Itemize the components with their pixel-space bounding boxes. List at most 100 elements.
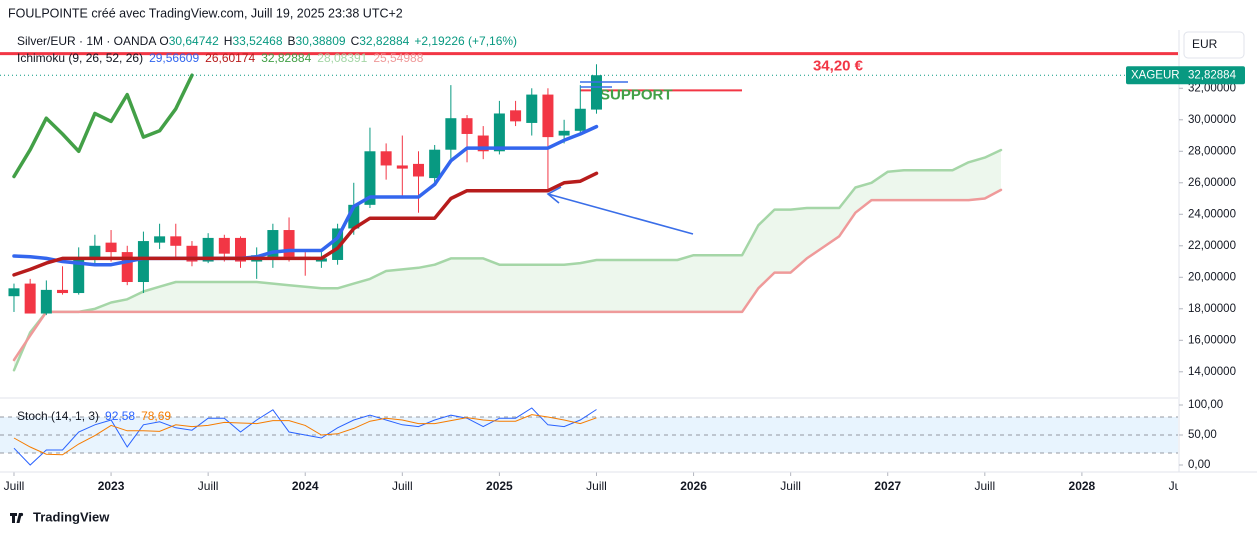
stoch-pane: [0, 407, 1178, 466]
legend-value: 32,82884: [359, 34, 409, 48]
stoch-band: [0, 417, 1178, 453]
candle-body: [364, 151, 376, 205]
candle-body: [202, 237, 214, 262]
x-tick-label: Juill: [4, 479, 25, 493]
candle-body: [283, 230, 295, 257]
candle-body: [121, 252, 133, 283]
candle-body: [137, 241, 149, 283]
candle-body: [412, 163, 424, 177]
legend-key: B: [288, 34, 296, 48]
x-tick-label: 2024: [292, 479, 319, 493]
candle-body: [429, 149, 441, 179]
overlay: TradingView 14,00000 16,00000 18,00000 20,0…: [0, 30, 1257, 524]
stoch-line: [13, 407, 597, 466]
y-tick-label: 30,00000: [1188, 114, 1236, 126]
stoch-name: Stoch (14, 1, 3): [17, 409, 99, 423]
ichimoku-line: [12, 124, 599, 267]
candle-body: [493, 113, 505, 152]
candle-body: [89, 245, 101, 260]
support-label: SUPPORT: [600, 86, 673, 103]
candle-body: [380, 151, 392, 166]
indicator-value: 29,56609: [149, 51, 199, 65]
candle-body: [348, 204, 360, 229]
brand-logo: [10, 512, 24, 523]
resistance-label: 34,20 €: [813, 58, 864, 75]
currency-button[interactable]: [1183, 31, 1245, 59]
candle-body: [73, 259, 85, 294]
candle-body: [40, 289, 52, 314]
candle-body: [558, 130, 570, 136]
indicator-value: 26,60174: [205, 51, 255, 65]
x-tick-label: Juill: [586, 479, 607, 493]
last-price-symbol: XAGEUR: [1131, 69, 1180, 81]
indicator-value: 28,08391: [317, 51, 367, 65]
y-tick-label: 26,00000: [1188, 177, 1236, 189]
y-tick-label: 28,00000: [1188, 145, 1236, 157]
legend-key: C: [351, 34, 360, 48]
x-tick-label: Juill: [392, 479, 413, 493]
ichimoku-line: [12, 73, 194, 179]
candle-body: [332, 228, 344, 260]
last-price-box: [1126, 66, 1245, 85]
x-tick-label: 2023: [98, 479, 125, 493]
legend-value: 33,52468: [232, 34, 282, 48]
y-tick-label: 50,00: [1188, 429, 1217, 441]
candle-body: [154, 236, 166, 243]
candle-body: [235, 237, 247, 262]
legend-symbol: Silver/EUR · 1M · OANDA: [17, 34, 156, 48]
legend-key: H: [224, 34, 233, 48]
legend-key: O: [159, 34, 168, 48]
y-tick-label: 22,00000: [1188, 240, 1236, 252]
x-tick-label: 2026: [680, 479, 707, 493]
candle-body: [477, 135, 489, 152]
stoch-value: 92,58: [105, 409, 135, 423]
candle-body: [526, 94, 538, 123]
candle-body: [510, 110, 522, 122]
indicator-name: Ichimoku (9, 26, 52, 26): [17, 51, 143, 65]
arrow: [546, 186, 694, 235]
legend-change: +2,19226 (+7,16%): [414, 34, 517, 48]
indicator-value: 25,54988: [373, 51, 423, 65]
x-tick-label: Juill: [974, 479, 995, 493]
candle-body: [105, 242, 117, 253]
candle-body: [461, 118, 473, 134]
indicator-value: 32,82884: [261, 51, 311, 65]
candle-body: [445, 118, 457, 150]
ichimoku-line: [12, 171, 599, 277]
legend-value: 30,38809: [296, 34, 346, 48]
main-pane: 34,20 € SUPPORT: [0, 52, 1178, 372]
legend: Silver/EUR · 1M · OANDA O30,64742 H33,5246…: [17, 34, 517, 48]
y-tick-label: 100,00: [1188, 399, 1223, 411]
candle-body: [186, 245, 198, 262]
x-tick-label: Juill: [198, 479, 219, 493]
candle-body: [57, 289, 69, 294]
price-range-drawing: [580, 81, 628, 88]
stoch-legend: Stoch (14, 1, 3) 92,58 78,69: [17, 409, 171, 423]
candle-body: [574, 108, 586, 131]
x-tick-label: 2028: [1069, 479, 1096, 493]
x-tick-label: 2025: [486, 479, 513, 493]
currency-label: EUR: [1192, 37, 1218, 51]
y-tick-label: 0,00: [1188, 459, 1210, 471]
candle-body: [218, 237, 230, 254]
ichimoku-line: [12, 188, 1003, 362]
page-title: FOULPOINTE créé avec TradingView.com, Ju…: [8, 6, 403, 20]
y-tick-label: 18,00000: [1188, 303, 1236, 315]
candle-body: [170, 236, 182, 246]
brand-name: TradingView: [33, 509, 110, 524]
x-tick-label: Juill: [780, 479, 801, 493]
candle-body: [24, 283, 36, 314]
y-tick-label: 16,00000: [1188, 334, 1236, 346]
y-tick-label: 24,00000: [1188, 208, 1236, 220]
ichimoku-line: [12, 148, 1003, 372]
x-tick-label: 2027: [874, 479, 901, 493]
indicator-legend: Ichimoku (9, 26, 52, 26) 29,56609 26,60174…: [17, 51, 424, 65]
x-tick-label: Juill: [1169, 479, 1190, 493]
candle-body: [396, 165, 408, 169]
candle-body: [590, 75, 602, 110]
legend-value: 30,64742: [169, 34, 219, 48]
stoch-line: [13, 414, 597, 456]
last-price-label: 32,82884: [1188, 69, 1237, 81]
